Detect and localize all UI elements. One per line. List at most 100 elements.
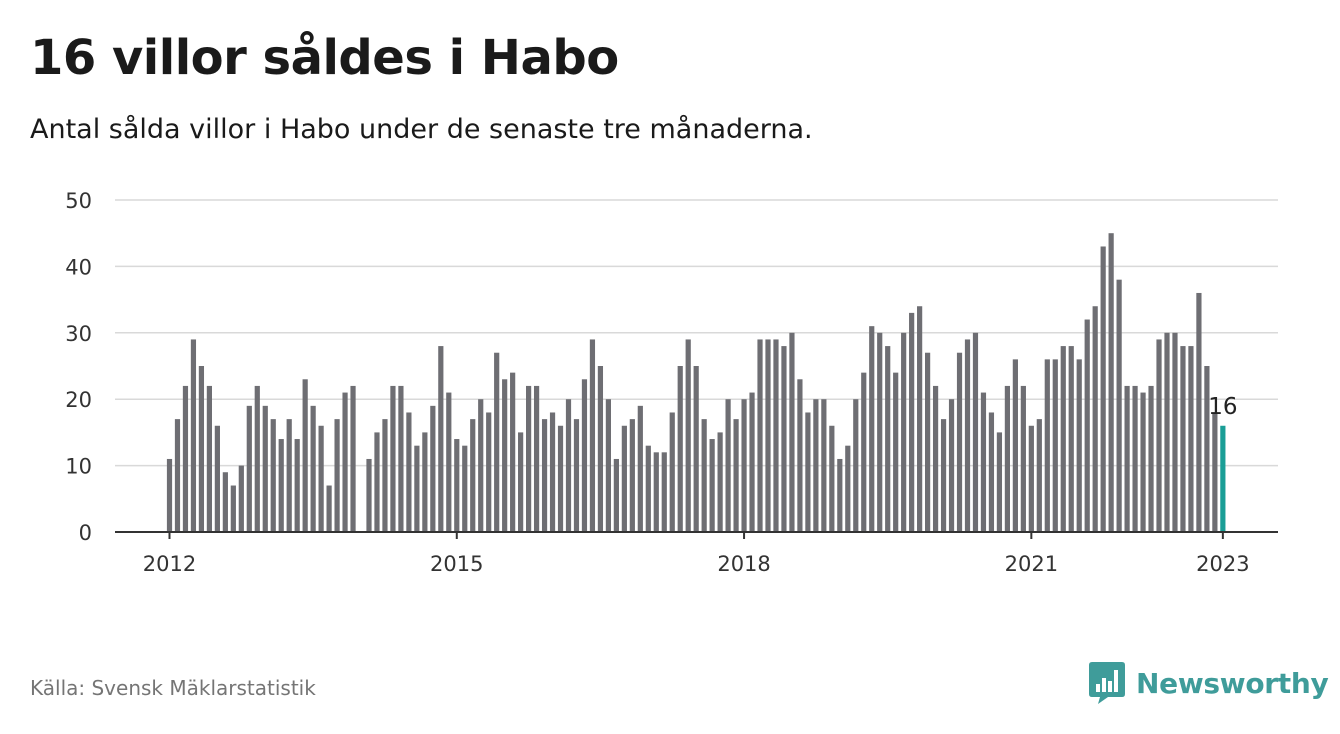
bar (845, 445, 851, 532)
bar (166, 458, 173, 532)
bar (972, 332, 979, 532)
bar (1132, 385, 1138, 532)
bar (302, 379, 308, 532)
bar (813, 399, 819, 532)
bar (637, 405, 643, 532)
y-tick-label: 50 (65, 189, 92, 213)
brand-name: Newsworthy (1136, 666, 1329, 700)
bar (645, 445, 651, 532)
bar (1092, 306, 1098, 532)
bar-chart: 0 10 20 30 40 50 2012 2015 2018 2021 2023 16 (65, 189, 1278, 576)
newsworthy-logo-icon (1089, 662, 1125, 704)
x-tick-label: 2021 (1005, 552, 1058, 576)
bar (717, 432, 723, 532)
bar (653, 452, 659, 532)
bar (685, 339, 691, 532)
bar (350, 385, 356, 532)
chart-subtitle: Antal sålda villor i Habo under de senas… (30, 114, 813, 145)
y-tick-label: 30 (65, 322, 92, 346)
bar (486, 412, 492, 532)
highlight-value-label: 16 (1208, 394, 1237, 420)
bar (909, 312, 915, 532)
bar (613, 458, 619, 532)
bar (1140, 392, 1146, 532)
bar (294, 439, 300, 532)
bar (334, 419, 340, 532)
bars (166, 233, 1226, 533)
bar (765, 339, 771, 532)
bar (948, 399, 955, 532)
bar (853, 399, 859, 532)
bar (462, 445, 468, 532)
x-tick-label: 2015 (430, 552, 483, 576)
bar (741, 399, 747, 532)
bar (182, 385, 189, 532)
bar (286, 419, 292, 532)
bar (1172, 332, 1178, 532)
bar (988, 412, 995, 532)
bar (621, 425, 627, 532)
bar (757, 339, 763, 532)
source-note: Källa: Svensk Mäklarstatistik (30, 676, 316, 700)
bar (956, 352, 963, 532)
bar (446, 392, 452, 532)
bar (980, 392, 987, 532)
bar (1012, 359, 1018, 532)
bar (1068, 346, 1074, 532)
x-tick-label: 2023 (1196, 552, 1249, 576)
bar (589, 339, 596, 532)
bar (557, 425, 564, 532)
bar (581, 379, 588, 532)
bar (238, 465, 244, 532)
x-tick-label: 2012 (143, 552, 196, 576)
bar (805, 412, 811, 532)
bar (190, 339, 197, 532)
bar (629, 419, 635, 532)
bar (597, 366, 604, 532)
bar (390, 385, 396, 532)
bar (709, 439, 715, 532)
bar (1156, 339, 1162, 532)
bar (661, 452, 667, 532)
bar (749, 392, 755, 532)
bar (374, 432, 380, 532)
bar (1108, 233, 1114, 532)
bar (1020, 385, 1026, 532)
bar (310, 405, 316, 532)
bar (326, 485, 332, 532)
bar (174, 419, 181, 532)
bar (254, 385, 260, 532)
bar (1004, 385, 1010, 532)
bar (1028, 425, 1034, 532)
bar (1060, 346, 1066, 532)
bar (414, 445, 420, 532)
y-tick-label: 20 (65, 388, 92, 412)
bar (270, 419, 276, 532)
bar (398, 385, 404, 532)
bar (1124, 385, 1130, 532)
bar (725, 399, 731, 532)
bar (917, 306, 923, 532)
axes: 0 10 20 30 40 50 2012 2015 2018 2021 2023 16 (65, 189, 1278, 576)
bar (1076, 359, 1082, 532)
bar (366, 458, 372, 532)
bar (701, 419, 707, 532)
bar (518, 432, 524, 532)
bar (1100, 246, 1106, 533)
bar (1084, 319, 1090, 532)
bar (549, 412, 556, 532)
bar (693, 366, 699, 532)
bar (964, 339, 971, 532)
bar (262, 405, 268, 532)
bar (478, 399, 484, 532)
y-tick-label: 10 (65, 455, 92, 479)
bar (246, 405, 252, 532)
bar (877, 332, 883, 532)
bar (278, 439, 284, 532)
bar (198, 366, 205, 532)
x-tick-label: 2018 (717, 552, 770, 576)
bar (541, 419, 548, 532)
bar (222, 472, 228, 532)
bar (1212, 412, 1218, 532)
bar (494, 352, 500, 532)
